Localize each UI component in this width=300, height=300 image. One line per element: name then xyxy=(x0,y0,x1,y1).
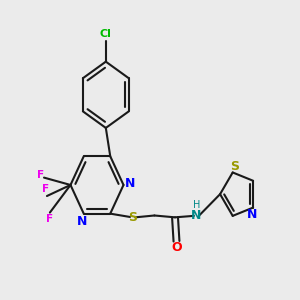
Text: F: F xyxy=(42,184,49,194)
Text: F: F xyxy=(37,170,44,180)
Text: F: F xyxy=(46,214,53,224)
Text: O: O xyxy=(171,242,182,254)
Text: N: N xyxy=(125,177,135,190)
Text: N: N xyxy=(77,215,88,228)
Text: N: N xyxy=(247,208,258,221)
Text: Cl: Cl xyxy=(100,29,112,39)
Text: N: N xyxy=(191,209,201,222)
Text: S: S xyxy=(128,211,137,224)
Text: H: H xyxy=(193,200,200,210)
Text: S: S xyxy=(230,160,239,173)
